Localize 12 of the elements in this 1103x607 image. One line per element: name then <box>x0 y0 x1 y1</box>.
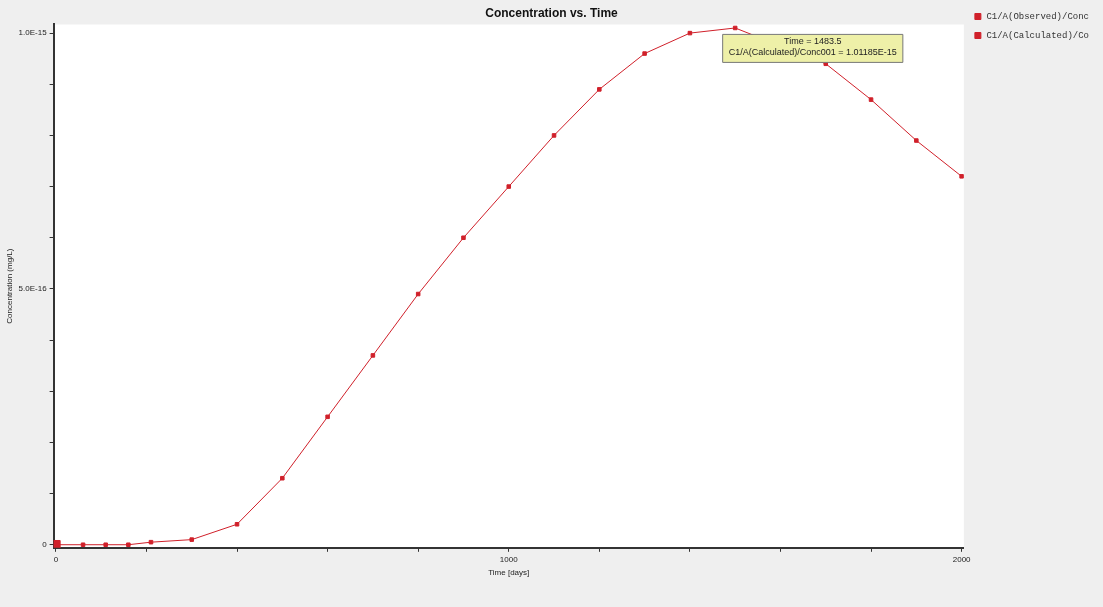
x-axis-title: Time [days] <box>488 568 530 578</box>
y-tick-label: 0 <box>42 539 48 549</box>
y-tick-label: 5.0E-16 <box>18 284 48 294</box>
annotation: Time = 1483.5 C1/A(Calculated)/Conc001 = 1.01185E-15 <box>728 36 897 58</box>
y-axis-title: Concentration (mg/L) <box>5 248 14 324</box>
x-tick-label: 2000 <box>952 554 972 564</box>
chart-title: Concentration vs. Time <box>485 5 619 20</box>
legend-label: C1/A(Calculated)/Co <box>986 30 1090 41</box>
x-tick-label: 0 <box>53 554 59 564</box>
x-tick-label: 1000 <box>499 554 519 564</box>
y-tick-label: 1.0E-15 <box>18 28 48 38</box>
legend-label: C1/A(Observed)/Conc <box>986 11 1090 22</box>
